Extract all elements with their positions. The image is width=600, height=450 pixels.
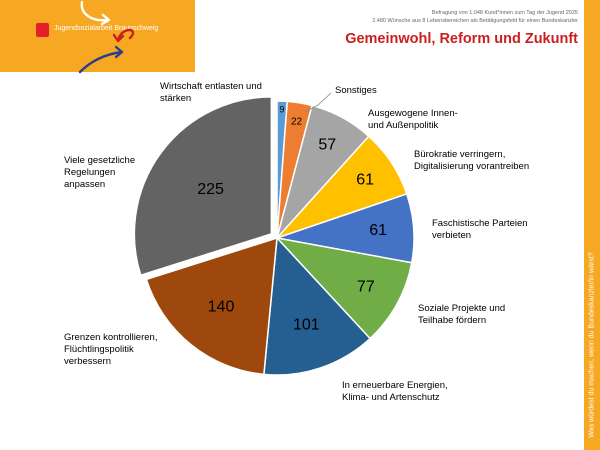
side-stripe: [584, 0, 600, 450]
page-title: Gemeinwohl, Reform und Zukunft: [345, 31, 578, 47]
category-label: Bürokratie verringern, Digitalisierung vo…: [414, 149, 529, 172]
arrows-decoration: [78, 0, 135, 74]
pie-slice: [133, 96, 273, 277]
slice-value-label: 61: [356, 172, 374, 189]
slice-value-label: 57: [318, 137, 336, 154]
category-label: Viele gesetzliche Regelungen anpassen: [64, 155, 135, 190]
curved-arrow-red-icon: [116, 28, 135, 42]
category-label: Wirtschaft entlasten und stärken: [160, 81, 262, 104]
category-label: Soziale Projekte und Teilhabe fördern: [418, 303, 505, 326]
slice-value-label: 140: [208, 299, 235, 316]
header-subtitle: Befragung von 1.048 Kund*innen zum Tag d…: [372, 10, 578, 25]
category-label: Grenzen kontrollieren, Flüchtlingspolitik…: [64, 332, 157, 367]
slice-value-label: 225: [197, 181, 224, 198]
curved-arrow-white-icon: [80, 0, 110, 22]
pie-slice: [263, 236, 372, 376]
slice-value-label: 9: [279, 104, 284, 114]
leader-line: [304, 92, 332, 113]
pie-slice: [274, 236, 413, 340]
category-label: In erneuerbare Energien, Klima- und Arten…: [342, 380, 448, 403]
category-label: Sonstiges: [335, 85, 377, 96]
category-label: Faschistische Parteien verbieten: [432, 218, 528, 241]
subtitle-line-1: Befragung von 1.048 Kund*innen zum Tag d…: [431, 10, 578, 16]
curved-arrow-blue-icon: [78, 50, 124, 74]
org-name: Jugendsozialarbeit Braunschweig: [54, 25, 159, 32]
slice-value-label: 77: [357, 278, 375, 295]
subtitle-line-2: 2.480 Wünsche aus 8 Lebensbereichen als …: [372, 17, 578, 24]
slice-value-label: 22: [291, 116, 303, 127]
slice-value-label: 101: [293, 316, 320, 333]
coat-of-arms-icon: [36, 23, 49, 37]
slice-value-label: 61: [369, 222, 387, 239]
pie-slice: [145, 236, 278, 376]
category-label: Ausgewogene Innen-und Außenpolitik: [368, 108, 458, 131]
